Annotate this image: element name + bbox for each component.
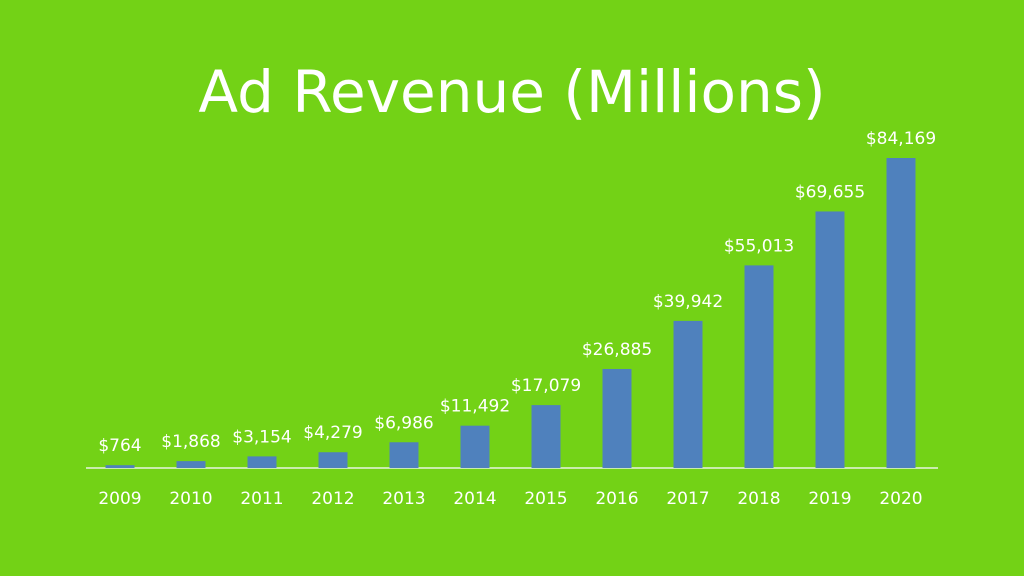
x-tick-label-2012: 2012 bbox=[311, 489, 354, 509]
x-tick-label-2013: 2013 bbox=[382, 489, 425, 509]
data-label-2013: $6,986 bbox=[374, 413, 433, 433]
bar-2011 bbox=[247, 456, 277, 468]
x-tick-label-2016: 2016 bbox=[595, 489, 638, 509]
x-tick-label-2015: 2015 bbox=[524, 489, 567, 509]
x-tick-label-2014: 2014 bbox=[453, 489, 496, 509]
x-tick-label-2010: 2010 bbox=[169, 489, 212, 509]
bar-2015 bbox=[531, 405, 561, 468]
data-label-2017: $39,942 bbox=[653, 292, 723, 312]
data-label-2011: $3,154 bbox=[232, 427, 291, 447]
x-tick-label-2017: 2017 bbox=[666, 489, 709, 509]
bar-2013 bbox=[389, 442, 419, 468]
bar-2016 bbox=[602, 368, 632, 468]
data-label-2012: $4,279 bbox=[303, 423, 362, 443]
data-label-2018: $55,013 bbox=[724, 236, 794, 256]
data-label-2010: $1,868 bbox=[161, 432, 220, 452]
x-tick-label-2018: 2018 bbox=[737, 489, 780, 509]
x-tick-label-2020: 2020 bbox=[879, 489, 922, 509]
x-tick-label-2011: 2011 bbox=[240, 489, 283, 509]
x-tick-label-2009: 2009 bbox=[98, 489, 141, 509]
chart-title: Ad Revenue (Millions) bbox=[198, 58, 826, 126]
bar-2009 bbox=[105, 465, 135, 468]
data-label-2009: $764 bbox=[98, 436, 141, 456]
bar-2012 bbox=[318, 452, 348, 468]
bar-2020 bbox=[886, 158, 916, 468]
data-label-2015: $17,079 bbox=[511, 376, 581, 396]
data-label-2014: $11,492 bbox=[440, 397, 510, 417]
bar-2017 bbox=[673, 320, 703, 468]
data-label-2020: $84,169 bbox=[866, 129, 936, 149]
bar-2010 bbox=[176, 461, 206, 468]
x-tick-label-2019: 2019 bbox=[808, 489, 851, 509]
bar-2019 bbox=[815, 211, 845, 468]
bar-2014 bbox=[460, 425, 490, 468]
data-label-2019: $69,655 bbox=[795, 182, 865, 202]
bar-2018 bbox=[744, 265, 774, 468]
data-label-2016: $26,885 bbox=[582, 340, 652, 360]
